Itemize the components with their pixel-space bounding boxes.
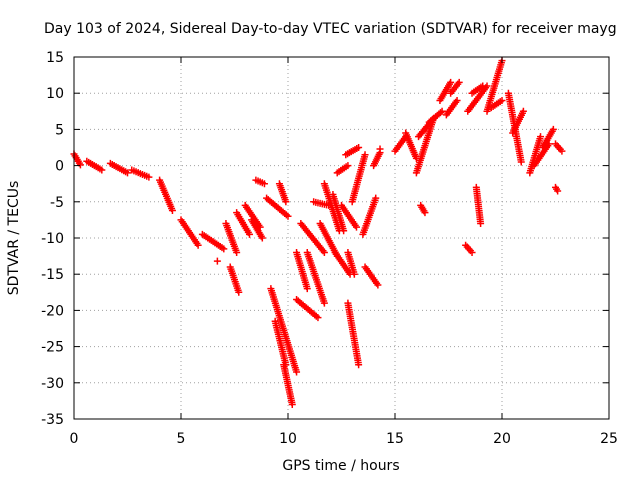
x-tick-label: 0 <box>70 431 79 447</box>
y-tick-label: -35 <box>41 412 64 428</box>
data-point <box>519 107 527 115</box>
data-point <box>124 169 131 177</box>
chart-title: Day 103 of 2024, Sidereal Day-to-day VTE… <box>44 21 617 37</box>
data-point <box>438 107 446 115</box>
data-point <box>314 314 322 322</box>
grid <box>74 57 609 419</box>
data-point <box>235 288 243 296</box>
data-point <box>260 180 268 188</box>
data-point <box>352 223 360 231</box>
data-point <box>145 173 153 181</box>
data-point <box>340 227 348 235</box>
data-point <box>194 241 202 249</box>
data-point <box>554 187 562 195</box>
x-tick-label: 25 <box>600 431 618 447</box>
data-point <box>477 220 485 228</box>
y-tick-label: 0 <box>55 159 64 175</box>
data-point <box>374 281 382 289</box>
y-tick-label: 15 <box>46 50 64 66</box>
y-tick-label: -15 <box>41 267 64 283</box>
data-point <box>517 158 525 166</box>
data-point <box>549 125 557 133</box>
axis-ticks <box>73 56 610 420</box>
data-point <box>376 145 384 153</box>
data-point <box>98 166 106 174</box>
data-point <box>288 401 296 409</box>
data-point <box>320 299 328 307</box>
data-point <box>372 194 380 202</box>
data-point <box>455 78 463 86</box>
data-point <box>468 248 476 256</box>
x-tick-label: 10 <box>279 431 297 447</box>
data-point <box>479 82 487 90</box>
x-tick-label: 20 <box>493 431 511 447</box>
y-tick-label: -30 <box>41 376 64 392</box>
data-point <box>213 257 221 265</box>
data-point <box>293 368 301 376</box>
y-tick-label: -10 <box>41 231 64 247</box>
data-point <box>284 212 292 220</box>
y-tick-label: 10 <box>46 86 64 102</box>
data-point <box>303 285 311 293</box>
data-point <box>168 206 176 214</box>
data-point <box>453 96 461 104</box>
data-point <box>344 162 352 170</box>
data-point <box>76 161 84 169</box>
y-tick-label: -5 <box>50 195 64 211</box>
x-axis-title: GPS time / hours <box>282 458 399 474</box>
data-point <box>320 248 328 256</box>
data-point <box>355 144 363 151</box>
data-point <box>355 361 363 369</box>
data-point <box>220 245 228 253</box>
data-point <box>447 78 455 86</box>
data-point <box>498 96 506 104</box>
x-tick-labels: 0 5 10 15 20 25 <box>70 431 618 447</box>
data-point <box>282 198 290 206</box>
data-point <box>558 147 566 155</box>
data-point <box>421 209 429 217</box>
data-point <box>537 133 545 141</box>
y-axis-title: SDTVAR / TECUs <box>6 181 22 296</box>
data-point <box>245 230 253 238</box>
data-points <box>70 57 566 409</box>
y-tick-labels: -35 -30 -25 -20 -15 -10 -5 0 5 10 15 <box>41 50 64 428</box>
y-tick-label: -20 <box>41 303 64 319</box>
x-tick-label: 15 <box>386 431 404 447</box>
data-point <box>258 234 266 242</box>
data-point <box>361 151 369 159</box>
data-point <box>233 248 241 256</box>
y-tick-label: -25 <box>41 340 64 356</box>
y-tick-label: 5 <box>55 122 64 138</box>
data-point <box>350 270 358 278</box>
x-tick-label: 5 <box>177 431 186 447</box>
